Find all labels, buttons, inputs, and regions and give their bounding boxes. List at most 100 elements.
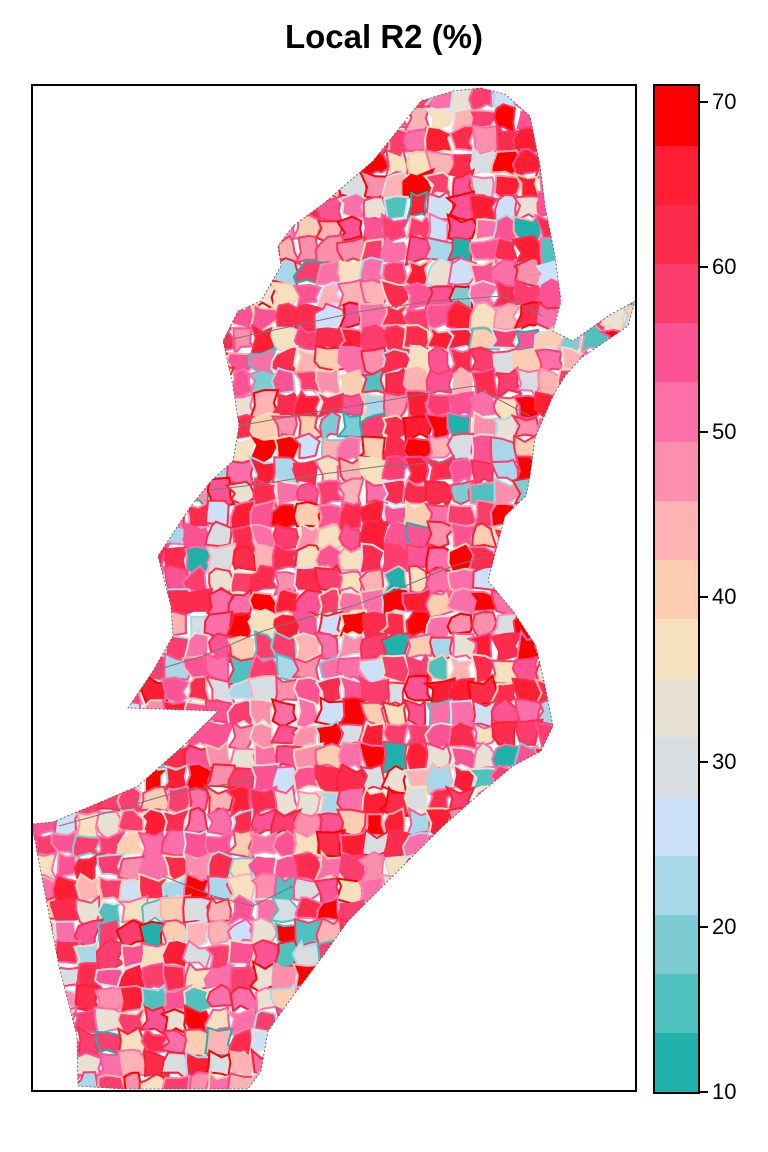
county-cell (73, 523, 103, 555)
county-cell (621, 879, 635, 902)
county-cell (601, 631, 626, 666)
county-cell (50, 414, 82, 444)
county-cell (445, 899, 474, 926)
county-cell (405, 1050, 435, 1078)
county-cell (53, 1070, 82, 1089)
county-cell (55, 720, 78, 749)
county-cell (576, 1047, 613, 1076)
county-cell (426, 830, 454, 863)
county-cell (606, 151, 629, 177)
county-cell (93, 612, 127, 642)
county-cell (51, 502, 78, 531)
county-cell (55, 167, 78, 199)
county-cell (116, 172, 147, 201)
county-cell (425, 698, 453, 729)
county-cell (534, 722, 561, 749)
county-cell (33, 675, 60, 707)
county-cell (163, 609, 188, 638)
county-cell (93, 763, 124, 794)
county-cell (538, 962, 565, 994)
county-cell (604, 526, 631, 553)
county-cell (577, 919, 608, 947)
county-cell (248, 435, 282, 464)
county-cell (426, 1007, 456, 1034)
county-cell (313, 146, 344, 174)
county-cell (427, 1027, 450, 1060)
legend-tick-label: 70 (712, 89, 737, 115)
county-cell (425, 212, 451, 246)
county-cell (50, 102, 82, 135)
county-cell (181, 127, 214, 158)
county-cell (467, 327, 501, 351)
county-cell (72, 786, 101, 817)
county-cell (53, 1005, 79, 1033)
county-cell (159, 257, 190, 287)
county-cell (188, 410, 212, 441)
county-cell (141, 351, 170, 378)
county-cell (490, 631, 523, 662)
county-cell (226, 88, 259, 114)
county-cell (599, 943, 632, 971)
county-cell (445, 852, 479, 882)
county-cell (53, 633, 82, 663)
county-cell (50, 543, 77, 575)
county-cell (583, 630, 607, 661)
county-cell (139, 324, 167, 356)
county-cell (555, 301, 585, 330)
county-cell (514, 1010, 544, 1032)
legend-swatch (655, 322, 698, 383)
legend-swatch (655, 86, 698, 146)
county-cell (555, 432, 587, 464)
county-cell (514, 88, 545, 114)
county-cell (204, 213, 237, 242)
county-cell (423, 1049, 456, 1082)
county-cell (534, 126, 560, 156)
county-cell (511, 762, 544, 795)
county-cell (140, 1027, 171, 1054)
county-cell (600, 587, 630, 619)
county-cell (73, 194, 105, 224)
county-cell (160, 676, 190, 705)
county-cell (620, 391, 635, 422)
county-cell (489, 1045, 518, 1080)
county-cell (33, 169, 59, 200)
county-cell (120, 740, 146, 773)
legend-tick-mark (700, 266, 708, 269)
county-cell (599, 852, 632, 884)
county-cell (555, 459, 586, 485)
county-cell (422, 893, 452, 926)
county-cell (203, 257, 234, 289)
county-cell (494, 542, 522, 575)
county-cell (621, 414, 635, 444)
county-cell (118, 259, 147, 287)
county-cell (208, 105, 236, 134)
county-cell (516, 894, 545, 925)
county-cell (33, 939, 59, 972)
county-cell (621, 942, 635, 969)
county-cell (491, 1006, 524, 1034)
county-cell (33, 964, 56, 993)
county-cell (187, 344, 213, 378)
county-cell (118, 455, 144, 488)
county-cell (623, 851, 635, 883)
county-cell (489, 854, 522, 884)
county-cell (248, 591, 281, 617)
county-cell (270, 697, 298, 729)
county-cell (72, 653, 105, 684)
county-cell (431, 876, 456, 903)
county-cell (337, 501, 363, 532)
county-cell (225, 169, 259, 201)
county-cell (403, 878, 433, 906)
county-cell (559, 830, 584, 862)
county-cell (74, 127, 100, 160)
county-cell (577, 369, 612, 398)
county-cell (294, 88, 323, 115)
county-cell (119, 525, 147, 551)
county-cell (96, 372, 122, 396)
county-cell (139, 214, 171, 246)
county-cell (404, 633, 434, 661)
county-cell (162, 452, 189, 487)
county-cell (622, 344, 635, 375)
county-cell (334, 631, 368, 661)
county-cell (580, 873, 608, 905)
